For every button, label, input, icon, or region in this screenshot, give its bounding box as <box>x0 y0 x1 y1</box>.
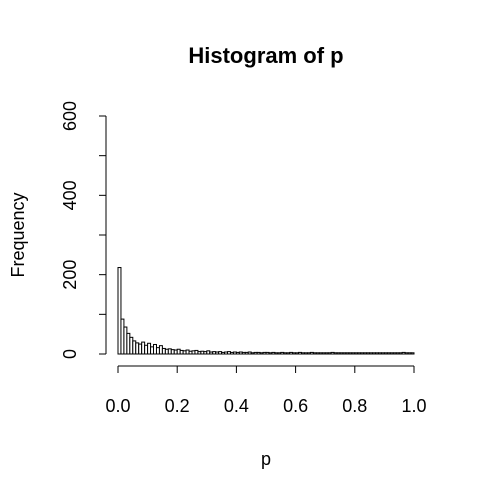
x-tick-label: 1.0 <box>401 396 426 416</box>
x-tick-label: 0.4 <box>224 396 249 416</box>
y-tick-label: 600 <box>60 101 80 131</box>
x-axis-label: p <box>261 449 271 469</box>
histogram-bar <box>410 352 415 355</box>
chart-title: Histogram of p <box>188 43 343 68</box>
y-axis-label: Frequency <box>8 192 28 277</box>
y-tick-label: 0 <box>60 349 80 359</box>
x-axis: 0.0 0.2 0.4 0.6 0.8 1.0 <box>105 365 427 416</box>
y-axis: 0 200 400 600 <box>60 101 107 359</box>
y-tick-label: 400 <box>60 180 80 210</box>
histogram-bars <box>117 267 415 355</box>
histogram-bar <box>117 267 122 355</box>
x-tick-label: 0.2 <box>165 396 190 416</box>
x-tick-label: 0.6 <box>283 396 308 416</box>
x-tick-label: 0.0 <box>105 396 130 416</box>
x-tick-label: 0.8 <box>342 396 367 416</box>
y-tick-label: 200 <box>60 260 80 290</box>
